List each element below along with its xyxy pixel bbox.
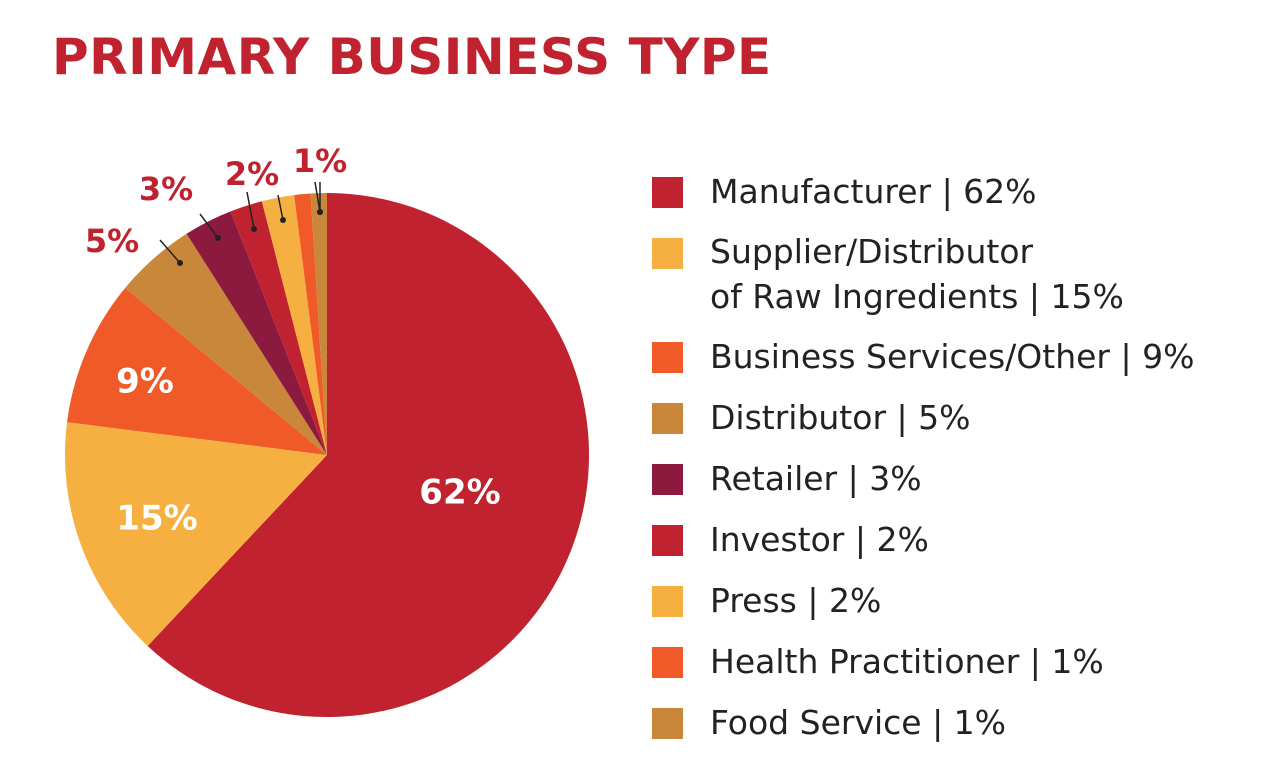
leader-line-press: [277, 194, 284, 221]
slice-label-retailer: 3%: [139, 170, 193, 208]
slice-food-service: [310, 193, 327, 455]
legend-label: Distributor | 5%: [710, 398, 971, 437]
legend-label: Retailer | 3%: [710, 459, 922, 498]
legend-label: Press | 2%: [710, 581, 882, 620]
legend-swatch: [652, 647, 683, 678]
legend-label: Investor | 2%: [710, 520, 929, 559]
legend-swatch: [652, 586, 683, 617]
legend-swatch: [652, 403, 683, 434]
legend-item-health-practitioner: Health Practitioner | 1%: [652, 638, 1272, 685]
slice-distributor: [125, 233, 327, 455]
legend-swatch: [652, 342, 683, 373]
legend-item-business-services-other: Business Services/Other | 9%: [652, 333, 1272, 380]
legend-swatch: [652, 708, 683, 739]
leader-dot-press: [280, 217, 286, 223]
legend-item-press: Press | 2%: [652, 577, 1272, 624]
slice-labels: 62% 15% 9% 5%3% 2% 1%: [85, 142, 501, 539]
slice-label-manufacturer: 62%: [419, 473, 500, 513]
legend-swatch: [652, 464, 683, 495]
legend-label: Business Services/Other | 9%: [710, 337, 1195, 376]
slice-health-practitioner: [294, 193, 327, 455]
leader-dot-investor: [251, 226, 257, 232]
slice-label-health-practitioner: 1%: [293, 142, 347, 180]
slice-manufacturer: [147, 193, 590, 717]
legend-item-distributor: Distributor | 5%: [652, 394, 1272, 441]
legend-swatch: [652, 238, 683, 269]
slice-label-supplier-distributor-of-raw-ingredients: 15%: [116, 499, 197, 539]
legend-item-retailer: Retailer | 3%: [652, 455, 1272, 502]
leader-dot-food-service: [317, 209, 323, 215]
legend-item-investor: Investor | 2%: [652, 516, 1272, 563]
legend-label: Manufacturer | 62%: [710, 172, 1037, 211]
leader-dot-retailer: [215, 235, 221, 241]
leader-line-distributor: [159, 239, 181, 264]
slice-supplier-distributor-of-raw-ingredients: [65, 422, 327, 646]
leader-line-investor: [246, 191, 255, 230]
slice-retailer: [186, 211, 327, 455]
leader-line-retailer: [199, 213, 219, 239]
slice-press: [261, 195, 327, 455]
slice-label-distributor: 5%: [85, 222, 139, 260]
leader-dot-distributor: [177, 260, 183, 266]
legend-item-manufacturer: Manufacturer | 62%: [652, 168, 1272, 215]
legend-item-food-service: Food Service | 1%: [652, 699, 1272, 746]
legend-label: Health Practitioner | 1%: [710, 642, 1104, 681]
legend-item-supplier-distributor-of-raw-ingredients: Supplier/Distributor of Raw Ingredients …: [652, 229, 1272, 319]
slice-label-investor: 2%: [225, 155, 279, 193]
slice-business-services-other: [67, 287, 327, 455]
legend-swatch: [652, 177, 683, 208]
legend-label: Supplier/Distributor of Raw Ingredients …: [710, 232, 1124, 316]
slice-label-business-services-other: 9%: [116, 362, 174, 402]
pie-slices: [65, 193, 590, 717]
legend: Manufacturer | 62% Supplier/Distributor o…: [652, 168, 1272, 760]
slice-investor: [230, 201, 327, 455]
legend-swatch: [652, 525, 683, 556]
pie-chart: 62% 15% 9% 5%3% 2% 1%: [65, 142, 590, 717]
chart-title: PRIMARY BUSINESS TYPE: [52, 28, 772, 86]
leader-lines: [159, 181, 323, 266]
leader-line-food-service: [314, 181, 321, 213]
legend-label: Food Service | 1%: [710, 703, 1007, 742]
